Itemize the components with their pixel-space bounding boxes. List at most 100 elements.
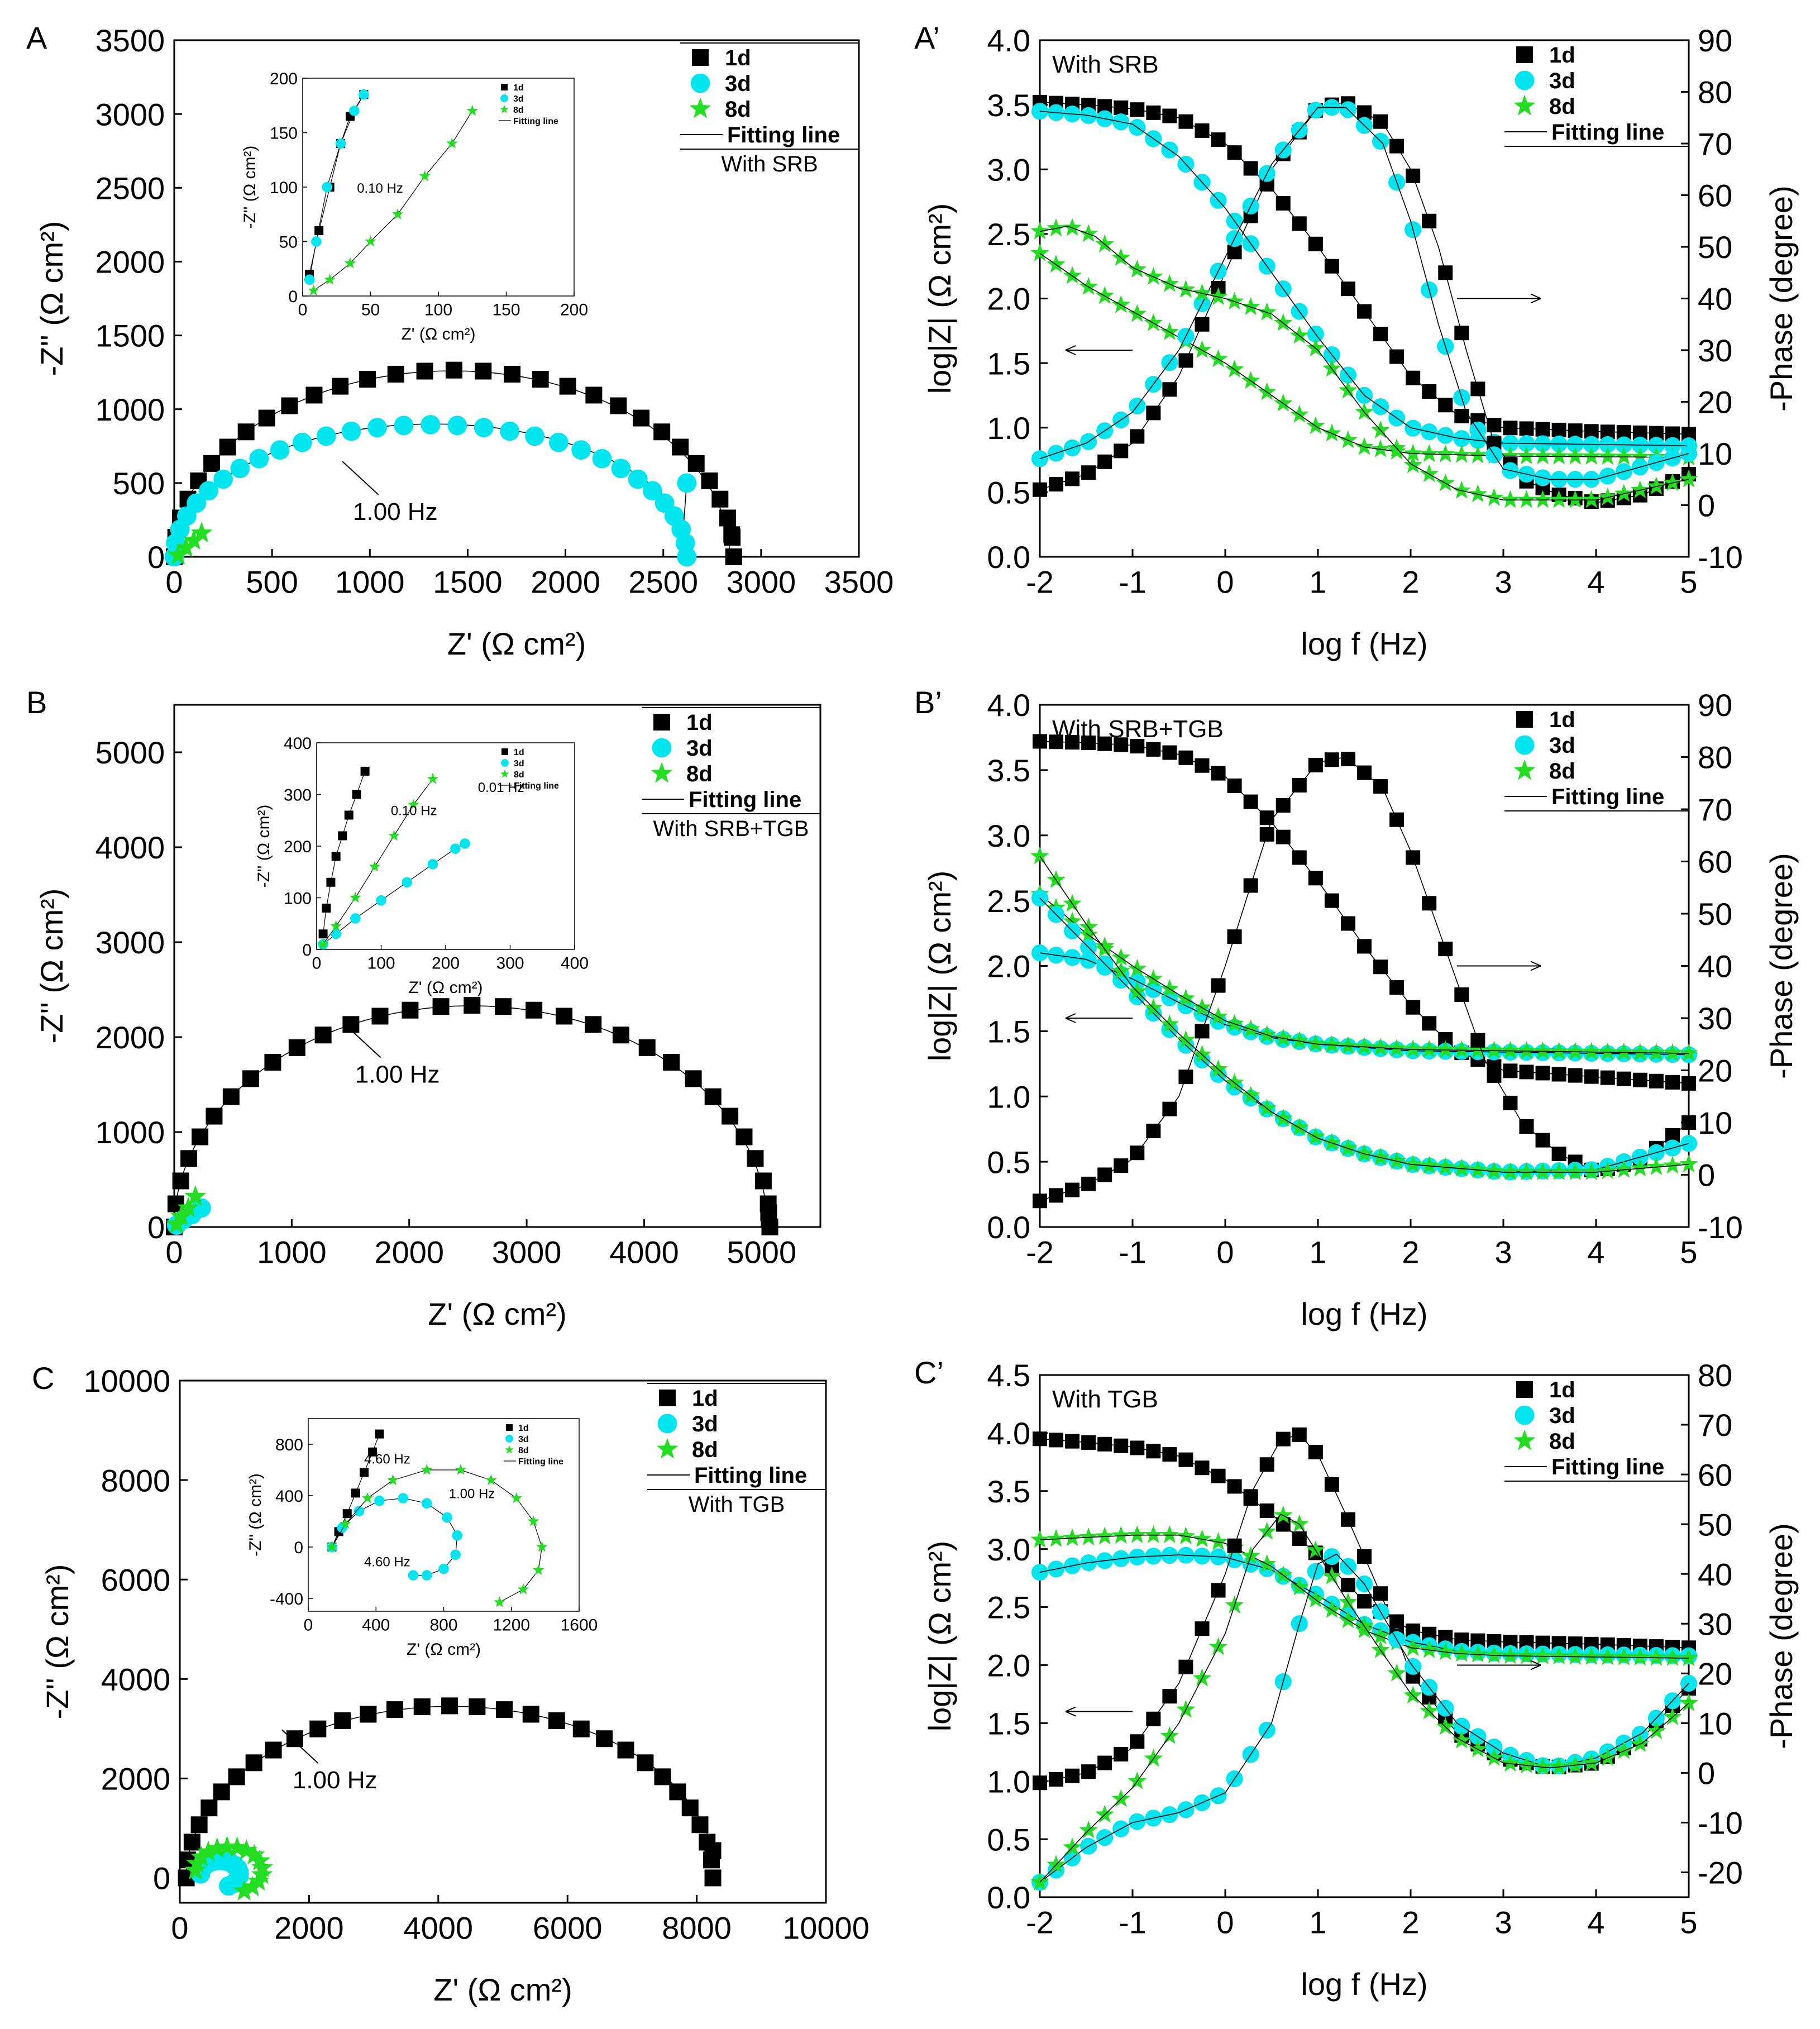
marker-8d (1063, 266, 1082, 284)
marker-8d (1063, 218, 1082, 236)
marker-3d (199, 481, 218, 501)
phase-fit-line (1039, 1553, 1689, 1883)
marker-3d (213, 469, 233, 489)
marker-8d (1306, 416, 1325, 435)
marker-1d (200, 1799, 218, 1817)
y-tick-label: 4000 (101, 1662, 171, 1697)
marker-8d (500, 104, 509, 113)
marker-8d (1225, 1014, 1244, 1032)
marker-8d (216, 1836, 238, 1856)
marker-8d (1513, 759, 1536, 780)
marker-1d (725, 548, 742, 565)
y-tick-label: 2000 (95, 1020, 165, 1055)
marker-8d (1144, 1749, 1163, 1767)
legend-label-fitting-line: Fitting line (694, 1463, 807, 1488)
x-tick-label: 2000 (374, 1234, 444, 1269)
y-tick-label: 2.0 (987, 281, 1030, 317)
marker-8d (1290, 326, 1309, 344)
y2-tick-label: 30 (1698, 333, 1732, 368)
y-tick-label: 0.0 (987, 1210, 1030, 1245)
marker-8d (236, 1839, 257, 1860)
marker-8d (1501, 1754, 1520, 1772)
marker-8d (1513, 1429, 1536, 1450)
marker-8d (446, 137, 458, 149)
marker-8d (1403, 443, 1422, 462)
marker-1d (281, 397, 298, 414)
marker-8d (1614, 447, 1633, 465)
inset-series-3d (304, 89, 369, 285)
y-tick-label: 3.0 (987, 1532, 1030, 1567)
marker-3d (657, 1414, 677, 1434)
inset-legend-fit: Fitting line (518, 1457, 563, 1467)
marker-8d (1371, 1640, 1390, 1658)
marker-8d (1549, 1646, 1569, 1665)
marker-8d (1484, 1161, 1504, 1180)
marker-8d (1663, 1648, 1682, 1666)
y-tick-label: 4.0 (987, 688, 1030, 723)
x-tick-label: 3 (1494, 1904, 1512, 1940)
y-tick-label: 100 (284, 889, 312, 908)
marker-1d (522, 1706, 539, 1723)
x-tick-label: 8000 (662, 1910, 732, 1945)
marker-3d (450, 1549, 461, 1560)
marker-8d (243, 1844, 265, 1865)
marker-8d (455, 1464, 467, 1475)
inset-frequency-label: 0.10 Hz (391, 804, 437, 819)
legend-label-fitting-line: Fitting line (1551, 1455, 1664, 1479)
panel-Aprime: -2 -1 0 1 2 3 4 50.00.51.01.52.02.53.03.54.0-10… (914, 20, 1799, 661)
y-tick-label: 0 (153, 1861, 170, 1896)
marker-8d (1306, 1540, 1325, 1559)
y2-tick-label: 50 (1698, 230, 1732, 265)
y-tick-label: 0.0 (987, 540, 1030, 575)
marker-8d (1160, 274, 1179, 292)
marker-8d (1290, 1118, 1309, 1136)
marker-8d (1387, 1663, 1406, 1682)
marker-1d (360, 1706, 377, 1723)
marker-3d (376, 895, 386, 906)
panel-A: 0 500 1000 1500 2000 2500 3000 3500050010001500… (26, 20, 894, 661)
marker-8d (1403, 1686, 1422, 1704)
marker-8d (1468, 484, 1488, 503)
marker-8d (317, 938, 329, 949)
x-tick-label: 0 (1216, 564, 1234, 599)
marker-8d (1371, 1148, 1390, 1166)
marker-3d (249, 448, 269, 469)
inset-legend-8d: 8d (514, 770, 524, 780)
marker-8d (1208, 287, 1228, 305)
marker-3d (501, 759, 509, 767)
fit-line (174, 1005, 768, 1228)
marker-3d (460, 838, 470, 849)
x-tick-label: 3 (1494, 1234, 1512, 1269)
marker-1d (360, 1468, 369, 1477)
series-8d (184, 1836, 274, 1901)
modulus-axis-arrow (1065, 1706, 1133, 1717)
frequency-label: 1.00 Hz (293, 1767, 378, 1794)
inset-x-axis-label: Z' (Ω cm²) (407, 1640, 481, 1659)
marker-8d (407, 799, 419, 810)
marker-1d (496, 1701, 513, 1718)
marker-8d (1452, 445, 1472, 463)
marker-8d (387, 1474, 399, 1486)
inset-y-axis-label: -Z'' (Ω cm²) (241, 146, 259, 229)
marker-8d (324, 273, 336, 285)
x-tick-label: 4 (1587, 564, 1604, 599)
marker-8d (1403, 455, 1422, 474)
inset-frequency-label: 4.60 Hz (364, 1452, 410, 1467)
y-tick-label: 0.0 (987, 1880, 1030, 1915)
x-tick-label: 1 (1309, 564, 1326, 599)
marker-8d (1095, 234, 1114, 252)
x-tick-label: -1 (1119, 564, 1147, 599)
y-tick-label: 3.5 (987, 88, 1030, 123)
y2-tick-label: 20 (1698, 385, 1732, 420)
marker-8d (1355, 437, 1374, 455)
x-tick-label: 2000 (531, 564, 600, 599)
marker-8d (1241, 1086, 1260, 1104)
marker-8d (1322, 1600, 1341, 1619)
marker-1d (305, 386, 323, 404)
marker-8d (247, 1870, 270, 1891)
marker-8d (1631, 1158, 1650, 1177)
marker-1d (445, 361, 462, 379)
x-tick-label: 2 (1402, 1234, 1419, 1269)
y-tick-label: 4000 (95, 830, 165, 865)
